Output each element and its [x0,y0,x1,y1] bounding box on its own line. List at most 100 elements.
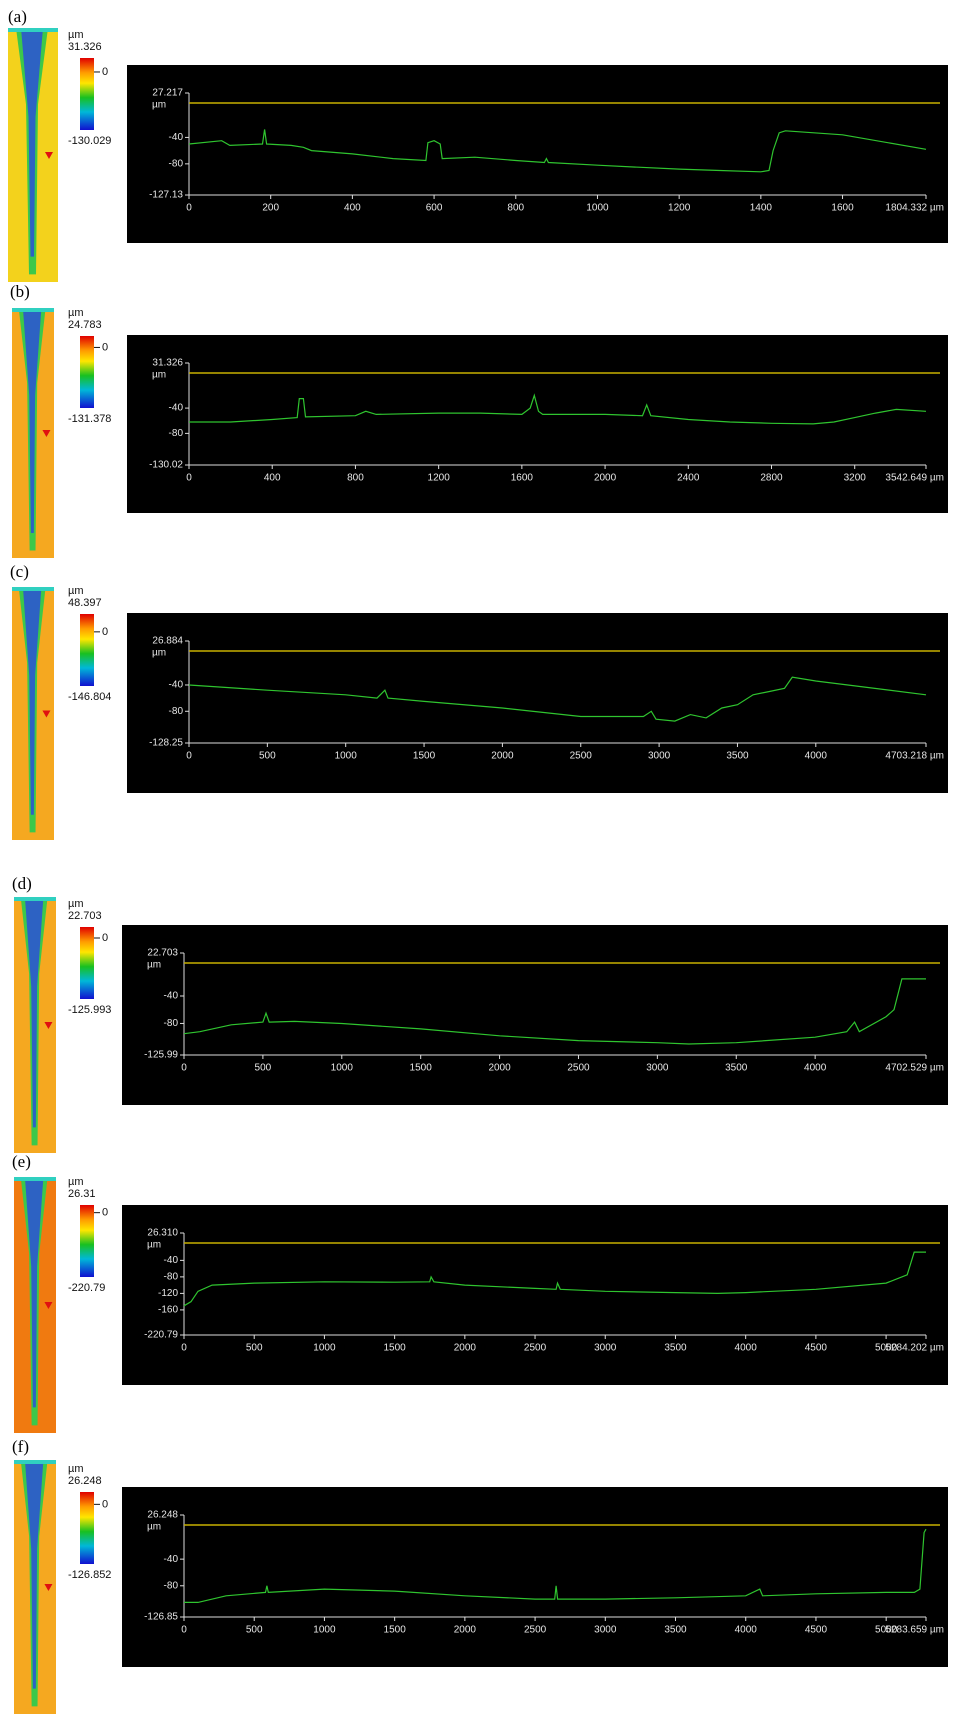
colorbar-max: 26.31 [68,1188,96,1200]
panel-label: (c) [10,562,29,581]
x-tick-label: 800 [507,203,524,214]
colorbar [80,58,94,130]
x-tick-label: 3000 [594,1625,617,1636]
panel-label: (b) [10,282,30,301]
x-tick-label: 1500 [384,1343,407,1354]
x-tick-label: 3500 [664,1343,687,1354]
x-tick-label: 1600 [511,473,534,484]
colorbar-min: -146.804 [68,691,111,703]
x-tick-label: 1400 [750,203,773,214]
panel-label: (d) [12,874,32,893]
y-unit: µm [152,648,166,659]
colorbar [80,336,94,408]
strip-top [14,897,56,901]
x-tick-label: 4000 [805,751,828,762]
y-tick-label: -220.79 [144,1330,178,1341]
x-tick-label: 4500 [805,1343,828,1354]
colorbar-unit: µm [68,585,84,597]
x-tick-label: 1000 [331,1063,354,1074]
y-tick-label: -40 [169,680,184,691]
x-tick-label: 500 [255,1063,272,1074]
x-tick-label: 0 [181,1625,187,1636]
x-tick-label: 3500 [664,1625,687,1636]
x-tick-label: 4500 [805,1625,828,1636]
x-tick-label: 500 [246,1343,263,1354]
chart-background [127,613,948,793]
panel-label: (a) [8,7,27,26]
panel-label: (f) [12,1437,29,1456]
x-tick-label: 2500 [570,751,593,762]
x-tick-label: 4703.218 µm [885,751,944,762]
colorbar-min: -130.029 [68,135,111,147]
colorbar-max: 24.783 [68,319,102,331]
colorbar-zero: 0 [102,1207,108,1219]
colorbar-max: 22.703 [68,910,102,922]
x-tick-label: 5284.202 µm [885,1343,944,1354]
y-tick-label: -128.25 [149,738,183,749]
y-tick-label: -80 [164,1580,179,1591]
x-tick-label: 2000 [454,1625,477,1636]
strip-top [12,308,54,312]
strip-top [14,1460,56,1464]
x-tick-label: 1200 [668,203,691,214]
colorbar-max: 26.248 [68,1475,102,1487]
colorbar [80,1205,94,1277]
x-tick-label: 1500 [384,1625,407,1636]
y-unit: µm [152,370,166,381]
x-tick-label: 3000 [646,1063,669,1074]
x-tick-label: 800 [347,473,364,484]
x-tick-label: 2400 [677,473,700,484]
strip-top [14,1177,56,1181]
x-tick-label: 500 [246,1625,263,1636]
colorbar-unit: µm [68,898,84,910]
x-tick-label: 3500 [725,1063,748,1074]
colorbar [80,927,94,999]
y-tick-label: -40 [164,1554,179,1565]
x-tick-label: 4000 [735,1343,758,1354]
colorbar-unit: µm [68,1463,84,1475]
colorbar-zero: 0 [102,66,108,78]
colorbar-min: -220.79 [68,1282,105,1294]
chart-background [122,1205,948,1385]
y-tick-label: -160 [158,1305,178,1316]
x-tick-label: 600 [426,203,443,214]
x-tick-label: 1500 [410,1063,433,1074]
x-tick-label: 4000 [735,1625,758,1636]
x-tick-label: 0 [181,1063,187,1074]
x-tick-label: 1500 [413,751,436,762]
y-unit: µm [152,100,166,111]
x-tick-label: 200 [262,203,279,214]
y-tick-label: 31.326 [152,358,183,369]
chart-background [122,925,948,1105]
chart-background [127,335,948,513]
colorbar-zero: 0 [102,932,108,944]
x-tick-label: 3000 [648,751,671,762]
colorbar-zero: 0 [102,341,108,353]
colorbar-min: -125.993 [68,1004,111,1016]
colorbar-zero: 0 [102,626,108,638]
x-tick-label: 1000 [313,1625,336,1636]
y-tick-label: -125.99 [144,1050,178,1061]
x-tick-label: 4702.529 µm [885,1063,944,1074]
y-tick-label: 26.310 [147,1228,178,1239]
y-unit: µm [147,960,161,971]
x-tick-label: 2000 [594,473,617,484]
y-tick-label: -126.85 [144,1612,178,1623]
x-tick-label: 0 [186,473,192,484]
x-tick-label: 3500 [726,751,749,762]
colorbar-unit: µm [68,307,84,319]
y-tick-label: 26.884 [152,636,183,647]
x-tick-label: 2000 [491,751,514,762]
y-unit: µm [147,1522,161,1533]
x-tick-label: 4000 [804,1063,827,1074]
x-tick-label: 0 [181,1343,187,1354]
x-tick-label: 3542.649 µm [885,473,944,484]
chart-background [122,1487,948,1667]
colorbar [80,1492,94,1564]
y-tick-label: 26.248 [147,1510,178,1521]
x-tick-label: 500 [259,751,276,762]
strip-top [12,587,54,591]
y-tick-label: -80 [164,1272,179,1283]
x-tick-label: 1000 [313,1343,336,1354]
x-tick-label: 2000 [488,1063,511,1074]
